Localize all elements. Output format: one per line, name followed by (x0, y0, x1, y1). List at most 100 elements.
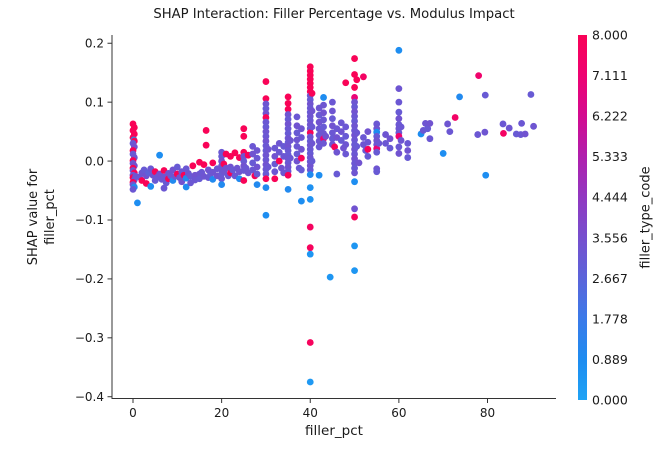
scatter-point (351, 205, 358, 213)
scatter-point (395, 98, 403, 106)
scatter-point (308, 157, 316, 165)
colorbar-tick-label: 4.444 (592, 190, 628, 205)
scatter-point (364, 138, 372, 146)
y-tick-label: 0.0 (85, 154, 104, 168)
scatter-point (382, 131, 389, 138)
scatter-point (306, 166, 314, 174)
scatter-point (253, 147, 261, 154)
scatter-point (202, 127, 210, 134)
colorbar-tick-label: 3.556 (592, 230, 628, 245)
y-axis-label-line1: SHAP value for (26, 168, 41, 266)
scatter-point (315, 171, 323, 179)
scatter-point (284, 129, 292, 137)
colorbar-tick-label: 2.667 (592, 271, 628, 286)
chart-title: SHAP Interaction: Filler Percentage vs. … (153, 7, 515, 22)
scatter-point (249, 159, 257, 167)
scatter-point (129, 185, 137, 193)
colorbar-tick-label: 0.000 (592, 393, 628, 408)
y-axis-label-line2: filler_pct (42, 189, 58, 245)
scatter-point (286, 137, 294, 144)
scatter-point (308, 107, 316, 115)
scatter-point (424, 125, 432, 133)
scatter-point (351, 55, 358, 62)
scatter-point (262, 211, 270, 219)
scatter-point (240, 132, 248, 140)
scatter-point (297, 134, 305, 141)
colorbar-tick-label: 0.889 (592, 352, 628, 367)
scatter-point (253, 163, 261, 171)
scatter-point (320, 116, 327, 124)
scatter-point (262, 151, 270, 159)
scatter-point (262, 78, 270, 85)
scatter-point (360, 134, 367, 141)
scatter-point (397, 123, 405, 131)
y-axis-label: SHAP value for filler_pct (26, 156, 60, 278)
scatter-point (351, 117, 358, 125)
scatter-point (351, 122, 358, 130)
scatter-point (342, 132, 350, 140)
scatter-point (284, 125, 292, 133)
scatter-point (262, 118, 270, 126)
scatter-point (306, 244, 314, 252)
scatter-point (262, 137, 270, 145)
scatter-point (200, 161, 208, 169)
scatter-point (322, 132, 330, 140)
scatter-point (499, 120, 507, 128)
y-tick-label: 0.2 (85, 36, 104, 50)
scatter-point (262, 184, 270, 191)
scatter-point (342, 79, 350, 87)
scatter-point (397, 137, 405, 144)
scatter-point (202, 141, 210, 149)
scatter-point (240, 125, 248, 133)
scatter-point (320, 109, 327, 117)
scatter-point (446, 128, 454, 136)
scatter-point (271, 144, 279, 152)
scatter-point (297, 166, 305, 174)
scatter-point (284, 171, 292, 179)
scatter-point (373, 120, 381, 128)
scatter-point (262, 156, 270, 164)
scatter-point (262, 100, 270, 108)
scatter-point (240, 177, 248, 184)
scatter-point (286, 154, 294, 162)
scatter-point (404, 147, 412, 154)
scatter-point (320, 140, 327, 147)
scatter-point (329, 107, 336, 115)
scatter-point (249, 142, 257, 150)
scatter-point (262, 175, 270, 183)
scatter-point (284, 185, 292, 193)
scatter-point (308, 89, 316, 97)
scatter-point (293, 129, 301, 137)
y-tick-label: −0.4 (75, 390, 104, 404)
scatter-point (320, 94, 327, 101)
scatter-point (351, 84, 358, 91)
scatter-point (306, 184, 314, 191)
colorbar-tick-label: 6.222 (592, 109, 628, 124)
scatter-point (364, 128, 372, 136)
scatter-point (527, 91, 535, 98)
x-tick-label: 0 (129, 406, 137, 420)
scatter-point (189, 162, 197, 170)
scatter-point (351, 94, 358, 101)
scatter-point (351, 136, 358, 144)
scatter-point (293, 150, 301, 158)
scatter-point (147, 183, 155, 190)
scatter-point (505, 124, 513, 132)
scatter-point (337, 119, 345, 127)
scatter-point (351, 103, 358, 111)
y-tick-label: −0.2 (75, 272, 104, 286)
scatter-point (329, 98, 336, 106)
scatter-point (262, 105, 270, 113)
x-tick-label: 40 (303, 406, 318, 420)
y-tick-label: −0.1 (75, 213, 104, 227)
scatter-point (306, 171, 314, 179)
scatter-point (351, 150, 358, 158)
scatter-point (395, 85, 403, 93)
scatter-point (439, 150, 447, 157)
scatter-point (326, 273, 334, 281)
colorbar-label: filler_type_code (638, 166, 654, 269)
scatter-point (329, 115, 336, 123)
scatter-point (333, 170, 341, 178)
y-tick-label: −0.3 (75, 331, 104, 345)
scatter-point (351, 178, 358, 186)
